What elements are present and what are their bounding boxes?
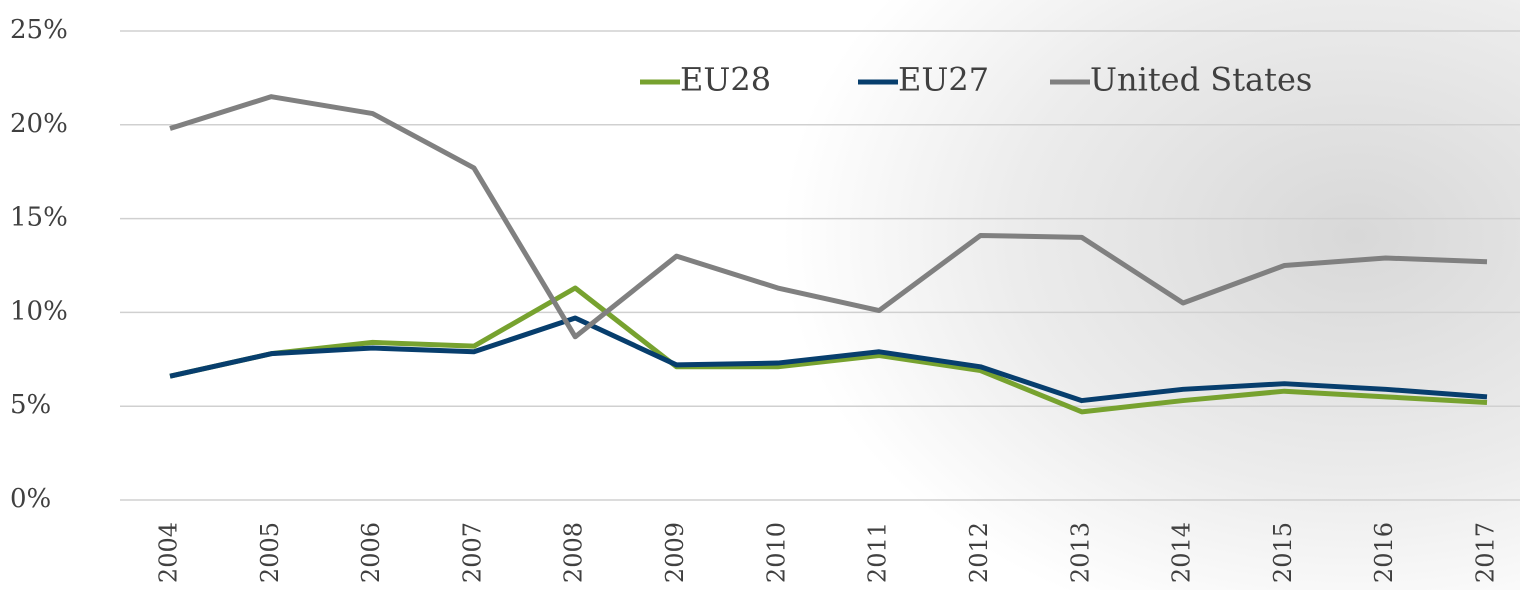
series-line <box>169 285 1488 415</box>
x-tick-label: 2007 <box>458 522 486 583</box>
y-tick-label: 25% <box>10 15 68 45</box>
x-tick-label: 2013 <box>1066 522 1094 583</box>
y-tick-label: 20% <box>10 109 68 139</box>
x-tick-label: 2014 <box>1168 522 1196 583</box>
y-tick-label: 5% <box>10 390 51 420</box>
x-tick-label: 2012 <box>965 522 993 583</box>
x-tick-label: 2009 <box>661 522 689 583</box>
x-tick-label: 2008 <box>560 522 588 583</box>
legend-label: United States <box>1090 61 1312 99</box>
x-tick-label: 2011 <box>864 522 892 583</box>
x-tick-label: 2016 <box>1370 522 1398 583</box>
x-tick-label: 2005 <box>256 522 284 583</box>
series-line <box>169 315 1488 404</box>
x-tick-label: 2004 <box>155 522 183 583</box>
x-tick-label: 2010 <box>762 522 790 583</box>
y-tick-label: 15% <box>10 203 68 233</box>
x-tick-label: 2017 <box>1472 522 1500 583</box>
y-tick-label: 0% <box>10 484 51 514</box>
background-map <box>700 0 1520 590</box>
legend-label: EU28 <box>680 61 771 99</box>
x-tick-label: 2006 <box>357 522 385 583</box>
x-tick-label: 2015 <box>1269 522 1297 583</box>
y-tick-label: 10% <box>10 296 68 326</box>
legend-label: EU27 <box>898 61 989 99</box>
series-line <box>169 94 1488 340</box>
